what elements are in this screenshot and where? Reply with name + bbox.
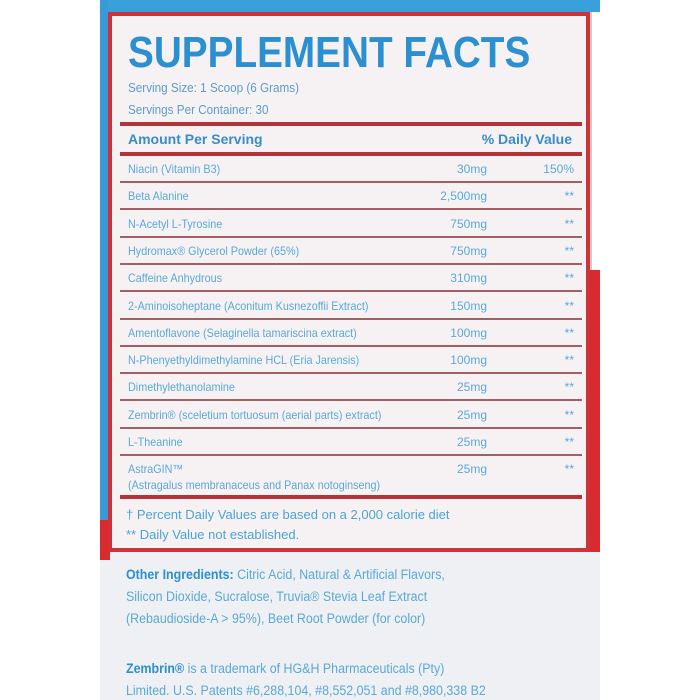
ingredient-row: N-Acetyl L-Tyrosine 750mg ** [120, 211, 582, 238]
ingredient-amount: 750mg [450, 243, 487, 258]
ingredient-name: N-Phenyethyldimethylamine HCL (Eria Jare… [128, 353, 360, 368]
trademark-line: Limited. U.S. Patents #6,288,104, #8,552… [126, 683, 486, 698]
ingredient-row: Beta Alanine 2,500mg ** [120, 183, 582, 211]
ingredient-row: Hydromax® Glycerol Powder (65%) 750mg ** [120, 238, 582, 265]
ingredients-line: Citric Acid, Natural & Artificial Flavor… [233, 567, 445, 582]
ingredient-dv: ** [564, 325, 574, 340]
ingredient-row: Zembrin® (sceletium tortuosum (aerial pa… [120, 402, 582, 429]
ingredient-amount: 30mg [456, 162, 487, 176]
dv-header: % Daily Value [481, 131, 572, 147]
other-ingredients-label: Other Ingredients: [126, 567, 234, 582]
ingredient-row: 2-Aminoisoheptane (Aconitum Kusnezoffii … [120, 293, 582, 320]
ingredient-name: Zembrin® (sceletium tortuosum (aerial pa… [128, 407, 382, 422]
ingredient-row: AstraGIN™ (Astragalus membranaceus and Pa… [120, 456, 582, 502]
trademark-line: is a trademark of HG&H Pharmaceuticals (… [184, 661, 445, 676]
footnote-dv: † Percent Daily Values are based on a 2,… [126, 507, 450, 522]
ingredient-name: Beta Alanine [128, 189, 189, 204]
ingredient-name: 2-Aminoisoheptane (Aconitum Kusnezoffii … [128, 298, 369, 313]
trademark-note: Zembrin® is a trademark of HG&H Pharmace… [126, 661, 444, 676]
ingredient-dv: ** [564, 216, 574, 231]
ingredient-dv: ** [564, 243, 574, 258]
ingredient-amount: 310mg [450, 271, 487, 286]
ingredient-amount: 25mg [456, 407, 487, 422]
ingredient-amount: 100mg [450, 325, 487, 340]
ingredient-dv: 150% [543, 162, 574, 176]
ingredient-row: Dimethylethanolamine 25mg ** [120, 374, 582, 402]
ingredient-dv: ** [564, 298, 574, 313]
ingredient-name: Amentoflavone (Selaginella tamariscina e… [128, 325, 357, 340]
ingredient-amount: 25mg [456, 462, 487, 477]
ingredient-name: AstraGIN™ [128, 462, 184, 477]
ingredient-dv: ** [564, 189, 574, 204]
facts-box: SUPPLEMENT FACTS Serving Size: 1 Scoop (… [108, 12, 590, 552]
amount-header: Amount Per Serving [128, 131, 263, 147]
ingredient-name: Caffeine Anhydrous [128, 271, 223, 286]
supplement-label: SUPPLEMENT FACTS Serving Size: 1 Scoop (… [100, 0, 600, 700]
ingredient-amount: 2,500mg [440, 189, 487, 204]
ingredients-line: Silicon Dioxide, Sucralose, Truvia® Stev… [126, 589, 428, 604]
ingredient-dv: ** [564, 271, 574, 286]
ingredient-row: Amentoflavone (Selaginella tamariscina e… [120, 320, 582, 347]
ingredient-amount: 100mg [450, 353, 487, 368]
right-red-strip [590, 270, 600, 552]
ingredient-dv: ** [564, 353, 574, 368]
ingredient-row: N-Phenyethyldimethylamine HCL (Eria Jare… [120, 347, 582, 375]
ingredient-dv: ** [564, 380, 574, 395]
ingredient-name: Niacin (Vitamin B3) [128, 162, 221, 176]
serving-size: Serving Size: 1 Scoop (6 Grams) [128, 80, 300, 95]
ingredient-name-detail: (Astragalus membranaceus and Panax notog… [128, 478, 381, 493]
ingredient-dv: ** [564, 407, 574, 422]
ingredient-amount: 25mg [456, 435, 487, 449]
trademark-label: Zembrin® [126, 661, 185, 676]
ingredient-dv: ** [564, 462, 574, 477]
servings-per-container: Servings Per Container: 30 [128, 102, 269, 117]
ingredient-dv: ** [564, 435, 574, 449]
left-strip [100, 0, 108, 520]
ingredient-name: N-Acetyl L-Tyrosine [128, 216, 223, 231]
ingredient-name: Dimethylethanolamine [128, 380, 235, 395]
ingredient-row: Caffeine Anhydrous 310mg ** [120, 265, 582, 293]
ingredient-row: L-Theanine 25mg ** [120, 429, 582, 456]
left-red-strip [100, 520, 110, 560]
other-ingredients: Other Ingredients: Citric Acid, Natural … [126, 567, 445, 582]
facts-title: SUPPLEMENT FACTS [128, 28, 531, 77]
ingredient-amount: 150mg [450, 298, 487, 313]
ingredient-amount: 25mg [456, 380, 487, 395]
top-band [100, 0, 600, 12]
ingredient-row: Niacin (Vitamin B3) 30mg 150% [120, 156, 582, 183]
divider [120, 152, 582, 156]
divider [120, 495, 582, 499]
ingredient-name: Hydromax® Glycerol Powder (65%) [128, 243, 300, 258]
ingredient-name: L-Theanine [128, 435, 183, 449]
divider [120, 122, 582, 126]
ingredient-amount: 750mg [450, 216, 487, 231]
ingredients-line: (Rebaudioside-A > 95%), Beet Root Powder… [126, 611, 426, 626]
footnote-not-established: ** Daily Value not established. [126, 527, 300, 542]
